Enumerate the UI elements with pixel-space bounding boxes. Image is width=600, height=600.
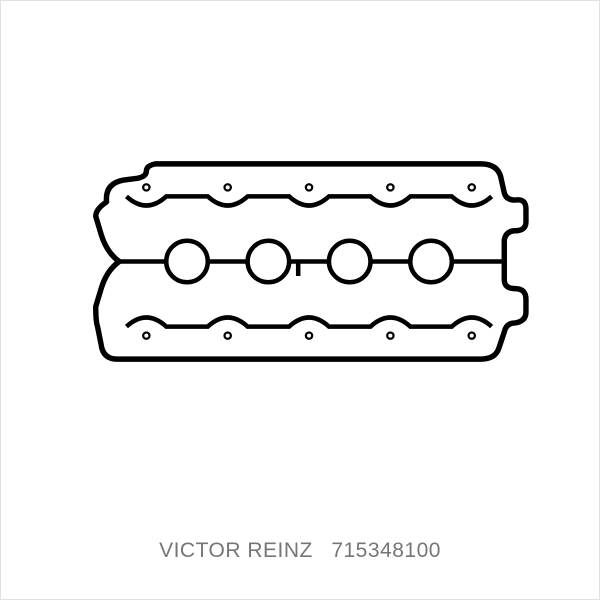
spark-plug-hole [248, 241, 290, 283]
gasket-bottom-scallop [126, 318, 491, 327]
product-card: VICTOR REINZ 715348100 [0, 0, 600, 600]
gasket-diagram [65, 144, 535, 384]
spark-plug-hole [410, 241, 452, 283]
part-number: 715348100 [331, 539, 441, 562]
spark-plug-hole [329, 241, 371, 283]
spark-plug-hole [166, 241, 208, 283]
gasket-top-scallop [126, 197, 491, 206]
brand-label: VICTOR REINZ [159, 539, 313, 562]
product-caption: VICTOR REINZ 715348100 [1, 539, 599, 563]
